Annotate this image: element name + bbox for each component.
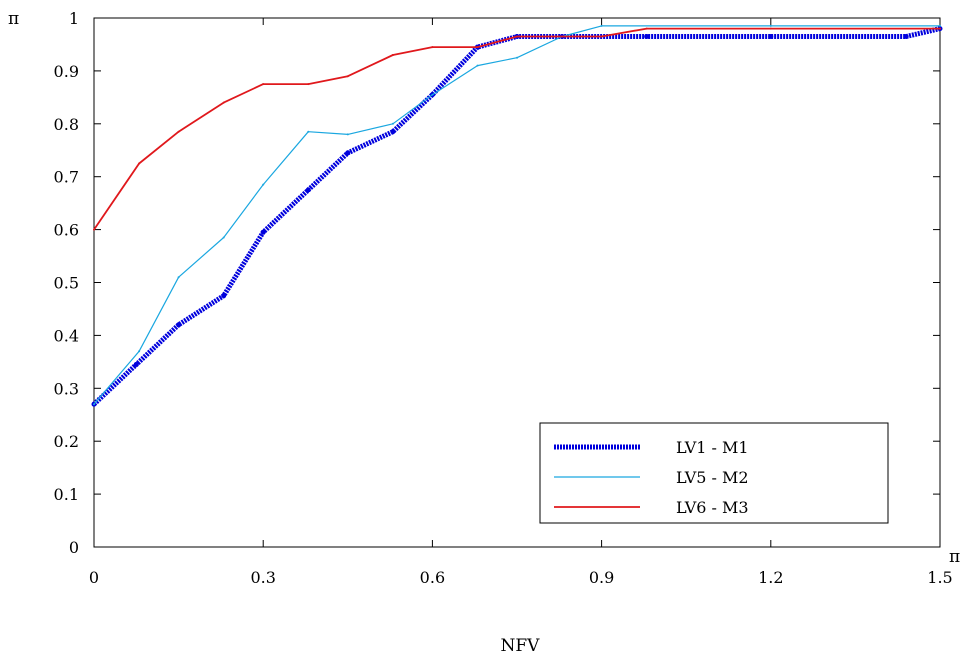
data-point xyxy=(177,276,180,279)
y-tick-label: 0.9 xyxy=(54,62,79,81)
data-point xyxy=(600,24,603,27)
x-tick-label: 0.6 xyxy=(420,568,445,587)
data-point xyxy=(176,322,182,328)
data-point xyxy=(645,27,648,30)
data-point xyxy=(177,130,180,133)
x-tick-label: 1.5 xyxy=(927,568,952,587)
data-point xyxy=(346,133,349,136)
series-2 xyxy=(93,24,941,406)
y-tick-label: 1 xyxy=(69,9,79,28)
data-point xyxy=(516,56,518,59)
data-point xyxy=(307,130,310,133)
data-point xyxy=(262,183,265,186)
x-axis-end-label: π xyxy=(949,547,960,567)
y-tick-label: 0.4 xyxy=(54,326,79,345)
y-tick-label: 0 xyxy=(69,538,79,557)
data-point xyxy=(305,187,311,193)
y-tick-label: 0.2 xyxy=(54,432,79,451)
series-line xyxy=(92,26,941,407)
data-point xyxy=(138,162,141,165)
series-line xyxy=(93,25,940,405)
legend-label: LV1 - M1 xyxy=(676,438,749,457)
data-point xyxy=(93,403,95,406)
legend-label: LV6 - M3 xyxy=(676,498,749,517)
y-tick-label: 0.3 xyxy=(54,379,79,398)
legend-label: LV5 - M2 xyxy=(676,468,749,487)
data-point xyxy=(93,228,95,231)
data-point xyxy=(768,34,774,39)
y-axis-title: π xyxy=(8,9,19,29)
data-point xyxy=(939,24,941,27)
x-tick-label: 0 xyxy=(89,568,99,587)
data-point xyxy=(390,129,396,135)
data-point xyxy=(476,46,479,49)
data-point xyxy=(307,83,310,86)
x-tick-label: 0.3 xyxy=(250,568,275,587)
data-point xyxy=(769,24,772,27)
data-point xyxy=(391,54,394,56)
data-point xyxy=(476,64,479,67)
series-3 xyxy=(93,27,941,231)
data-point xyxy=(138,350,141,353)
y-tick-label: 0.5 xyxy=(54,274,79,293)
data-point xyxy=(222,236,225,239)
data-point xyxy=(516,35,518,38)
y-tick-label: 0.1 xyxy=(54,485,79,504)
data-point xyxy=(903,34,909,39)
series-line xyxy=(93,27,940,231)
data-point xyxy=(391,122,394,125)
data-point xyxy=(939,27,941,30)
data-point xyxy=(345,150,351,156)
data-point xyxy=(561,35,564,38)
data-point xyxy=(644,34,650,39)
series-1 xyxy=(91,26,943,407)
data-point xyxy=(346,75,349,78)
data-point xyxy=(133,362,139,367)
data-point xyxy=(221,293,227,299)
y-tick-label: 0.6 xyxy=(54,221,79,240)
data-point xyxy=(262,83,265,86)
data-point xyxy=(431,46,434,49)
x-axis-title: NFV xyxy=(501,636,541,655)
x-tick-label: 0.9 xyxy=(589,568,614,587)
data-point xyxy=(431,93,434,96)
data-point xyxy=(222,101,225,104)
y-tick-label: 0.7 xyxy=(54,168,79,187)
x-tick-label: 1.2 xyxy=(758,568,783,587)
data-point xyxy=(600,35,603,38)
data-point xyxy=(769,27,772,30)
y-tick-label: 0.8 xyxy=(54,115,79,134)
data-point xyxy=(260,229,266,235)
